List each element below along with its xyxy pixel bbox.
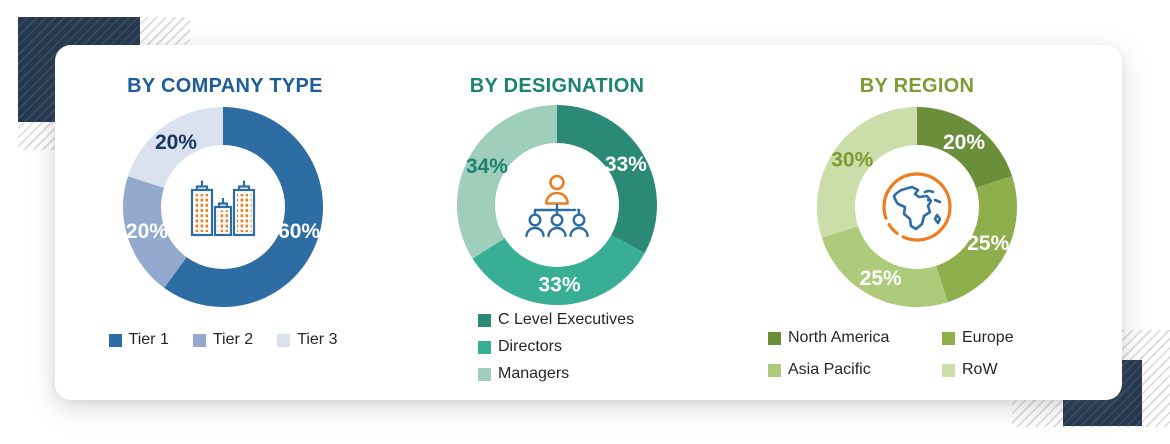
donut-chart-region: 20% 25% 25% 30%	[817, 107, 1017, 307]
legend-swatch-asia-pacific	[768, 363, 781, 377]
legend-swatch-directors	[478, 340, 491, 354]
slice-percent-label-tier-2: 20%	[126, 220, 168, 243]
legend-item-tier-3: Tier 3	[277, 331, 337, 349]
legend-swatch-tier-3	[277, 333, 291, 347]
legend-label-tier-1: Tier 1	[128, 331, 169, 348]
chart-title-company-type: BY COMPANY TYPE	[127, 75, 323, 97]
legend-swatch-tier-2	[192, 333, 206, 347]
legend-swatch-row	[942, 363, 955, 377]
slice-percent-label-row: 30%	[831, 148, 873, 171]
slice-percent-label-north-america: 20%	[943, 131, 985, 154]
legend-label-asia-pacific: Asia Pacific	[788, 361, 871, 378]
legend-company-type: Tier 1 Tier 2 Tier 3	[83, 331, 363, 349]
chart-card: BY COMPANY TYPE BY DESIGNATION BY REGION…	[55, 45, 1122, 400]
legend-label-tier-2: Tier 2	[212, 331, 254, 348]
slice-percent-label-asia-pacific: 25%	[860, 267, 902, 290]
donut-chart-designation: 33% 33% 34%	[457, 105, 657, 305]
legend-label-row: RoW	[962, 361, 998, 378]
legend-swatch-c-level-executives	[478, 313, 491, 327]
slice-percent-label-europe: 25%	[967, 232, 1009, 255]
globe-icon	[880, 170, 954, 244]
legend-item-europe: Europe	[942, 329, 1014, 347]
chart-title-designation: BY DESIGNATION	[469, 75, 645, 97]
legend-item-tier-1: Tier 1	[108, 331, 169, 349]
legend-label-managers: Managers	[498, 365, 570, 382]
legend-swatch-tier-1	[108, 333, 122, 347]
legend-item-asia-pacific: Asia Pacific	[768, 361, 942, 379]
legend-designation: C Level Executives Directors Managers	[478, 311, 634, 383]
legend-swatch-europe	[942, 331, 955, 345]
slice-percent-label-tier-3: 20%	[155, 131, 197, 154]
legend-item-north-america: North America	[768, 329, 942, 347]
legend-label-europe: Europe	[962, 329, 1014, 346]
legend-region: North America Europe Asia Pacific RoW	[768, 329, 1014, 379]
legend-item-row: RoW	[942, 361, 1014, 379]
legend-swatch-managers	[478, 367, 491, 381]
legend-label-tier-3: Tier 3	[297, 331, 338, 348]
buildings-icon	[190, 177, 256, 237]
slice-percent-label-directors: 33%	[538, 273, 580, 296]
donut-hole	[855, 145, 979, 269]
legend-item-tier-2: Tier 2	[192, 331, 254, 349]
slice-percent-label-c-level-executives: 33%	[605, 153, 647, 176]
slice-percent-label-tier-1: 60%	[278, 220, 320, 243]
donut-chart-company-type: 60% 20% 20%	[123, 107, 323, 307]
legend-item-directors: Directors	[478, 338, 634, 356]
legend-label-north-america: North America	[788, 329, 890, 346]
legend-label-c-level-executives: C Level Executives	[498, 311, 635, 328]
legend-label-directors: Directors	[498, 338, 563, 355]
chart-title-region: BY REGION	[859, 75, 975, 97]
legend-item-managers: Managers	[478, 365, 634, 383]
org-chart-icon	[522, 172, 592, 238]
legend-swatch-north-america	[768, 331, 781, 345]
slice-percent-label-managers: 34%	[466, 155, 508, 178]
legend-item-c-level-executives: C Level Executives	[478, 311, 634, 329]
